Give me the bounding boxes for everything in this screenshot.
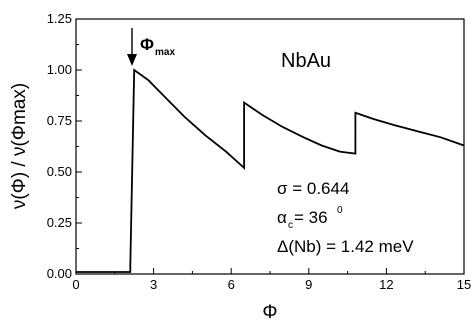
phi-max-subscript: max xyxy=(155,47,175,58)
material-label: NbAu xyxy=(281,50,331,72)
y-axis-ticks: 0.00 0.25 0.50 0.75 1.00 1.25 xyxy=(47,11,82,281)
x-tick-label: 3 xyxy=(150,277,157,292)
y-tick-label: 0.25 xyxy=(47,215,72,230)
y-tick-label: 0.00 xyxy=(47,266,72,281)
alpha-value: = 36 xyxy=(294,208,328,227)
series-line xyxy=(76,68,465,273)
y-tick-label: 1.25 xyxy=(47,11,72,26)
phi-max-arrow-head xyxy=(127,54,137,66)
y-tick-label: 0.75 xyxy=(47,113,72,128)
delta-label: Δ(Nb) = 1.42 meV xyxy=(277,237,414,256)
sigma-label: σ = 0.644 xyxy=(277,179,349,198)
x-tick-label: 15 xyxy=(457,277,471,292)
alpha-subscript: c xyxy=(288,220,293,231)
y-tick-label: 1.00 xyxy=(47,62,72,77)
alpha-label: α c = 36 0 xyxy=(277,205,343,231)
x-tick-label: 12 xyxy=(379,277,393,292)
phi-max-label: Φ xyxy=(140,35,154,54)
x-axis-ticks: 0 3 6 9 12 15 xyxy=(72,268,471,292)
y-axis-title: ν(Φ) / ν(Φmax) xyxy=(9,83,30,209)
alpha-symbol: α xyxy=(277,208,287,227)
y-tick-label: 0.50 xyxy=(47,164,72,179)
alpha-superscript: 0 xyxy=(337,205,343,216)
x-axis-title: Φ xyxy=(262,302,277,323)
x-tick-label: 0 xyxy=(72,277,79,292)
phi-max-annotation: Φ max xyxy=(127,28,175,66)
x-tick-label: 6 xyxy=(228,277,235,292)
x-tick-label: 9 xyxy=(305,277,312,292)
